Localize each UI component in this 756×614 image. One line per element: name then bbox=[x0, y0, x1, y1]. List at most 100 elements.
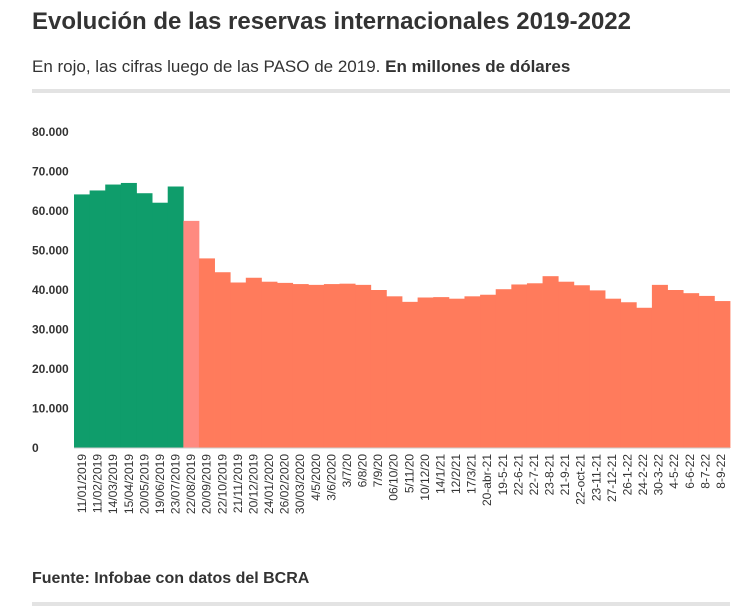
x-tick-label: 11/01/2019 bbox=[75, 454, 89, 513]
bar bbox=[448, 298, 465, 448]
bar bbox=[152, 202, 169, 448]
bar bbox=[120, 182, 137, 448]
x-tick-label: 23/07/2019 bbox=[169, 454, 183, 514]
x-tick-label: 6/8/20 bbox=[356, 454, 370, 488]
bar bbox=[74, 194, 91, 448]
bar bbox=[89, 190, 106, 448]
bar bbox=[370, 290, 387, 448]
x-axis: 11/01/2019 11/02/2019 14/03/2019 15/04/2019… bbox=[75, 454, 728, 514]
x-tick-label: 20/05/2019 bbox=[137, 454, 151, 514]
x-tick-label: 19-5-21 bbox=[496, 454, 510, 496]
reserves-bar-chart: 80.000 70.000 60.000 50.000 40.000 30.000 20.0… bbox=[32, 125, 731, 514]
x-tick-label: 19/06/2019 bbox=[153, 454, 167, 514]
x-tick-label: 5/11/20 bbox=[402, 454, 416, 493]
bar bbox=[589, 290, 606, 448]
y-axis: 80.000 70.000 60.000 50.000 40.000 30.000 20.0… bbox=[32, 125, 69, 455]
bar bbox=[136, 193, 153, 448]
bar bbox=[667, 290, 684, 448]
bar bbox=[464, 296, 481, 448]
bar bbox=[167, 186, 184, 448]
bar bbox=[417, 297, 434, 448]
source-note: Fuente: Infobae con datos del BCRA bbox=[32, 570, 309, 588]
bar bbox=[230, 282, 247, 448]
bar bbox=[308, 284, 325, 448]
subtitle-units: En millones de dólares bbox=[385, 57, 571, 76]
bar bbox=[183, 220, 200, 449]
bar bbox=[511, 284, 528, 448]
bar bbox=[542, 276, 559, 448]
bar bbox=[339, 283, 356, 448]
x-tick-label: 30/03/2020 bbox=[293, 454, 307, 514]
header-divider bbox=[32, 89, 730, 93]
x-tick-label: 22-oct-21 bbox=[574, 454, 588, 505]
y-tick-label: 70.000 bbox=[32, 165, 69, 179]
y-tick-label: 20.000 bbox=[32, 362, 69, 376]
x-tick-label: 12/2/21 bbox=[449, 454, 463, 494]
bar bbox=[198, 258, 215, 448]
x-tick-label: 23-8-21 bbox=[543, 454, 557, 496]
bar bbox=[105, 184, 122, 449]
footer-divider bbox=[32, 602, 730, 606]
bar bbox=[714, 301, 731, 448]
x-tick-label: 21-9-21 bbox=[558, 454, 572, 496]
x-tick-label: 24-2-22 bbox=[636, 454, 650, 496]
bar bbox=[573, 285, 590, 448]
x-tick-label: 22/10/2019 bbox=[215, 454, 229, 514]
bar bbox=[402, 301, 419, 448]
subtitle-lead: En rojo, las cifras luego de las PASO de… bbox=[32, 57, 386, 76]
bar bbox=[277, 282, 294, 448]
bar bbox=[245, 277, 262, 448]
x-tick-label: 15/04/2019 bbox=[122, 454, 136, 514]
x-tick-label: 27-12-21 bbox=[605, 454, 619, 502]
bars-group bbox=[74, 182, 731, 449]
x-tick-label: 8-7-22 bbox=[698, 454, 712, 489]
x-tick-label: 23-11-21 bbox=[589, 454, 603, 501]
bar bbox=[433, 297, 450, 448]
x-tick-label: 22-7-21 bbox=[527, 454, 541, 496]
x-tick-label: 26-1-22 bbox=[621, 454, 635, 496]
x-tick-label: 20/12/2019 bbox=[246, 454, 260, 514]
bar bbox=[355, 284, 372, 448]
bar bbox=[261, 281, 278, 448]
y-tick-label: 50.000 bbox=[32, 244, 69, 258]
bar bbox=[386, 296, 403, 448]
y-tick-label: 40.000 bbox=[32, 283, 69, 297]
bar bbox=[620, 302, 637, 448]
y-tick-label: 30.000 bbox=[32, 323, 69, 337]
x-tick-label: 11/02/2019 bbox=[91, 454, 105, 513]
source-outlet-link[interactable]: Infobae bbox=[94, 570, 152, 587]
x-tick-label: 14/1/21 bbox=[434, 454, 448, 494]
y-tick-label: 0 bbox=[32, 441, 39, 455]
x-tick-label: 20-abr-21 bbox=[480, 454, 494, 506]
x-tick-label: 20/09/2019 bbox=[200, 454, 214, 514]
source-rest: con datos del BCRA bbox=[151, 570, 310, 587]
y-tick-label: 10.000 bbox=[32, 402, 69, 416]
x-tick-label: 26/02/2020 bbox=[278, 454, 292, 514]
x-tick-label: 06/10/20 bbox=[387, 454, 401, 501]
x-tick-label: 3/7/20 bbox=[340, 454, 354, 488]
bar bbox=[323, 284, 340, 448]
y-tick-label: 80.000 bbox=[32, 125, 69, 139]
x-tick-label: 21/11/2019 bbox=[231, 454, 245, 513]
bar bbox=[683, 293, 700, 448]
x-tick-label: 17/3/21 bbox=[465, 454, 479, 494]
bar bbox=[651, 284, 668, 448]
x-tick-label: 22/08/2019 bbox=[184, 454, 198, 514]
x-tick-label: 6-6-22 bbox=[683, 454, 697, 489]
bar bbox=[480, 294, 497, 448]
x-tick-label: 10/12/20 bbox=[418, 454, 432, 501]
bar bbox=[636, 307, 653, 448]
bar bbox=[698, 295, 715, 448]
bar bbox=[526, 283, 543, 448]
bar bbox=[558, 281, 575, 448]
x-tick-label: 7/9/20 bbox=[371, 454, 385, 488]
x-tick-label: 14/03/2019 bbox=[106, 454, 120, 514]
bar bbox=[495, 289, 512, 448]
x-tick-label: 30-3-22 bbox=[652, 454, 666, 496]
y-tick-label: 60.000 bbox=[32, 204, 69, 218]
bar bbox=[214, 272, 231, 448]
chart-subtitle: En rojo, las cifras luego de las PASO de… bbox=[32, 57, 570, 77]
x-tick-label: 4-5-22 bbox=[667, 454, 681, 489]
x-tick-label: 24/01/2020 bbox=[262, 454, 276, 514]
bar bbox=[605, 298, 622, 448]
